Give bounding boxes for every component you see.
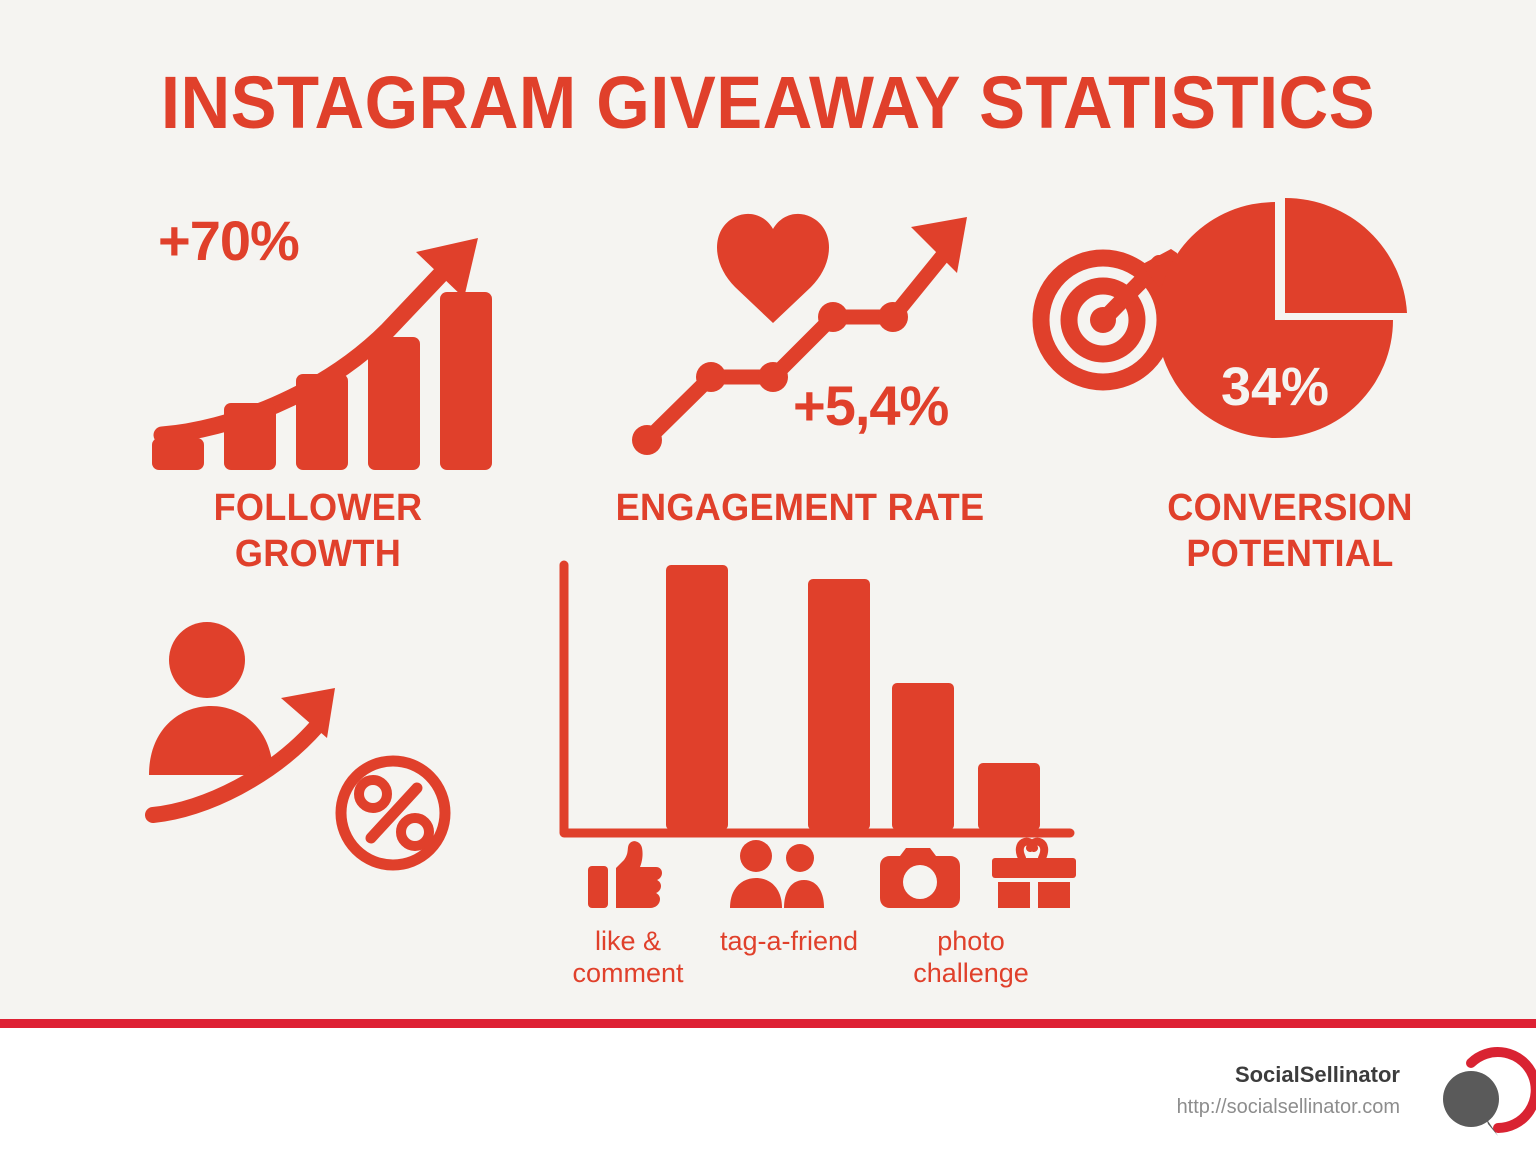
bar-tag-a-friend: [808, 579, 870, 830]
bar-chart-plot-area: [559, 560, 1075, 838]
engagement-rate-value: +5,4%: [793, 374, 949, 437]
gift-icon: [992, 837, 1076, 908]
follower-growth-label-line1: FOLLOWER: [213, 487, 423, 529]
engagement-rate-label: ENGAGEMENT RATE: [591, 485, 1009, 531]
stat-follower-growth: +70%: [148, 190, 508, 470]
user-growth-group: [135, 610, 475, 871]
stat-engagement-rate: +5,4%: [615, 195, 995, 465]
bar-gift: [978, 763, 1040, 830]
follower-growth-value: +70%: [158, 209, 300, 272]
conversion-potential-label: CONVERSION POTENTIAL: [1100, 485, 1480, 577]
brand-url[interactable]: http://socialsellinator.com: [1176, 1096, 1400, 1118]
giveaway-type-icon-row: [578, 837, 1076, 910]
bar-chart-growth-arrow-icon: [152, 238, 492, 470]
stat-conversion-potential: 34%: [1032, 195, 1425, 445]
bar-like-comment: [666, 565, 728, 830]
bar-photo-challenge: [892, 683, 954, 830]
conversion-potential-label-line1: CONVERSION: [1167, 487, 1413, 529]
conversion-pie-data-label: 34%: [1221, 357, 1329, 417]
giveaway-type-bar-chart: [552, 555, 1082, 845]
percent-circle-icon: [335, 755, 451, 871]
category-label-photo-challenge: photo challenge: [913, 926, 1029, 988]
brand-name: SocialSellinator: [1234, 1062, 1400, 1087]
footer-divider: [0, 1019, 1536, 1028]
follower-growth-label: FOLLOWER GROWTH: [138, 485, 499, 577]
speech-bubble-ring-logo: [1428, 1047, 1536, 1144]
heart-line-chart-arrow-icon: [632, 213, 967, 455]
target-dart-pie-chart-icon: 34%: [1032, 197, 1407, 438]
page-title: INSTAGRAM GIVEAWAY STATISTICS: [160, 61, 1376, 144]
two-people-icon: [730, 840, 824, 908]
category-label-like-comment: like & comment: [572, 926, 684, 988]
engagement-rate-label-line1: ENGAGEMENT RATE: [615, 487, 985, 529]
footer: [0, 1028, 1536, 1154]
category-label-tag-a-friend: tag-a-friend: [719, 926, 859, 956]
user-growth-arrow-icon: [145, 622, 335, 823]
conversion-potential-label-line2: POTENTIAL: [1186, 533, 1394, 575]
thumbs-up-icon: [588, 841, 662, 908]
follower-growth-label-line2: GROWTH: [234, 533, 402, 575]
camera-icon: [880, 848, 960, 908]
